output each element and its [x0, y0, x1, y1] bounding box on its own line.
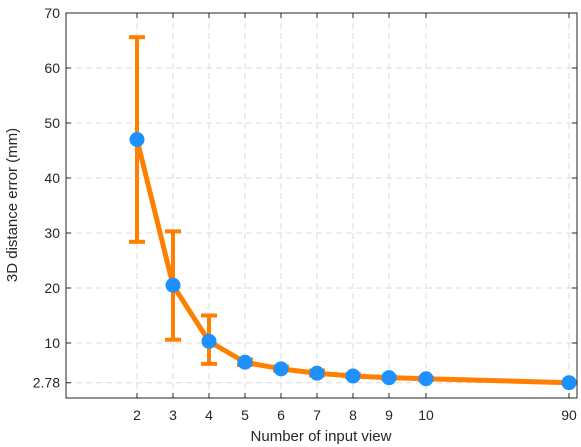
x-tick-label: 90 — [561, 407, 577, 423]
series-line — [134, 137, 572, 386]
plot-background — [66, 13, 577, 398]
data-point — [345, 368, 361, 384]
x-tick-label: 10 — [418, 407, 434, 423]
series-layer — [129, 35, 577, 391]
data-point — [561, 375, 577, 391]
x-tick-label: 2 — [133, 407, 141, 423]
data-point — [165, 277, 181, 293]
y-axis-ticks: 2.78 10 20 30 40 50 60 70 — [33, 5, 577, 391]
y-axis-label: 3D distance error (mm) — [4, 128, 21, 282]
x-tick-label: 6 — [277, 407, 285, 423]
data-point — [418, 371, 434, 387]
data-point — [237, 354, 253, 370]
data-point — [273, 361, 289, 377]
x-tick-label: 8 — [349, 407, 357, 423]
y-tick-label: 2.78 — [33, 375, 60, 391]
x-axis-label: Number of input view — [251, 428, 392, 445]
x-tick-label: 9 — [385, 407, 393, 423]
grid — [66, 13, 577, 398]
y-tick-label: 10 — [44, 335, 60, 351]
x-axis-ticks: 2 3 4 5 6 7 8 9 10 90 — [133, 13, 577, 423]
y-tick-label: 20 — [44, 280, 60, 296]
x-tick-label: 4 — [205, 407, 213, 423]
x-tick-label: 5 — [241, 407, 249, 423]
data-point — [381, 370, 397, 386]
data-point — [201, 333, 217, 349]
y-tick-label: 70 — [44, 5, 60, 21]
y-tick-label: 30 — [44, 225, 60, 241]
y-tick-label: 40 — [44, 170, 60, 186]
x-tick-label: 3 — [169, 407, 177, 423]
data-point — [309, 365, 325, 381]
plot-frame — [65, 12, 578, 399]
x-tick-label: 7 — [313, 407, 321, 423]
data-point — [129, 132, 145, 147]
y-tick-label: 60 — [44, 60, 60, 76]
y-tick-label: 50 — [44, 115, 60, 131]
